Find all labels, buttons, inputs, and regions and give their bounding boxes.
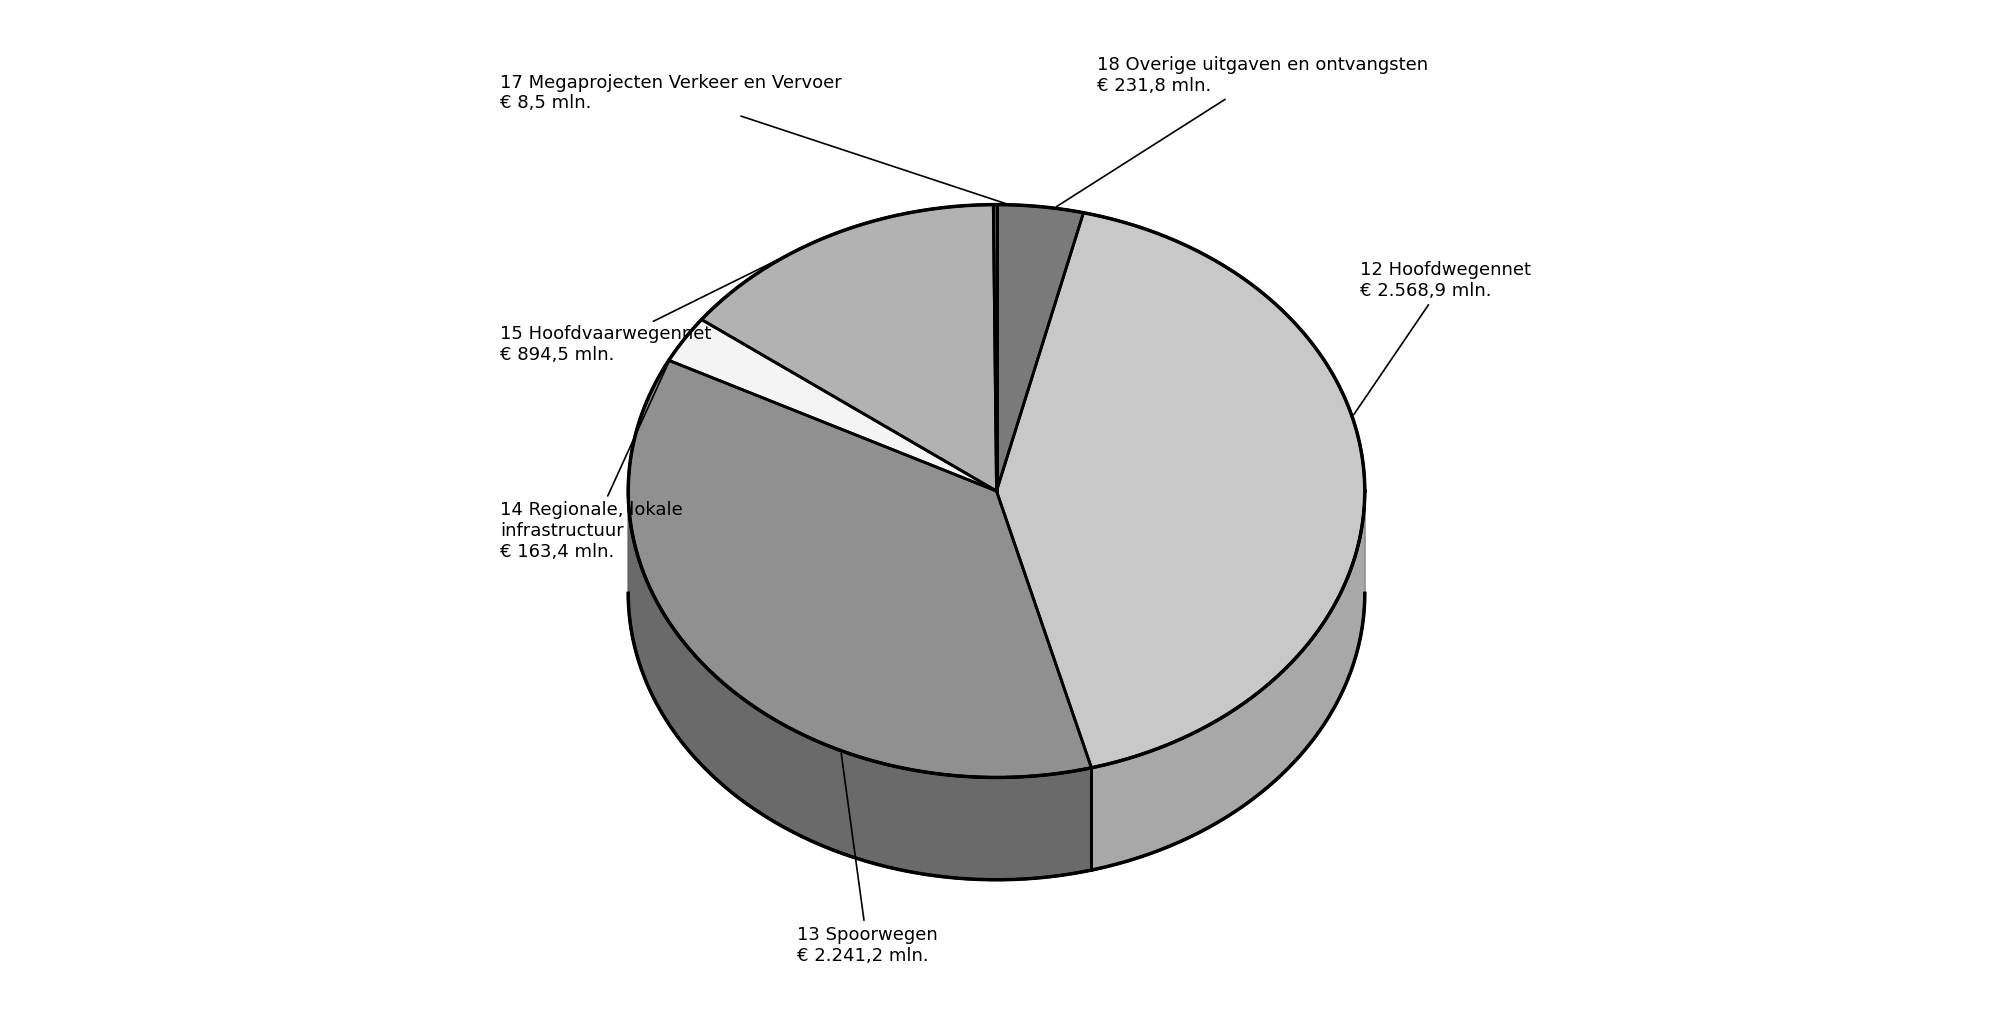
Polygon shape (628, 360, 1092, 777)
Polygon shape (628, 491, 1092, 880)
Text: 17 Megaprojecten Verkeer en Vervoer
€ 8,5 mln.: 17 Megaprojecten Verkeer en Vervoer € 8,… (500, 74, 1006, 204)
Text: 15 Hoofdvaarwegennet
€ 894,5 mln.: 15 Hoofdvaarwegennet € 894,5 mln. (500, 252, 793, 364)
Polygon shape (993, 205, 996, 491)
Text: 18 Overige uitgaven en ontvangsten
€ 231,8 mln.: 18 Overige uitgaven en ontvangsten € 231… (1056, 56, 1427, 207)
Polygon shape (702, 205, 996, 491)
Polygon shape (996, 213, 1365, 768)
Text: 12 Hoofdwegennet
€ 2.568,9 mln.: 12 Hoofdwegennet € 2.568,9 mln. (1353, 261, 1531, 414)
Polygon shape (1092, 491, 1365, 871)
Polygon shape (996, 205, 1084, 491)
Text: 13 Spoorwegen
€ 2.241,2 mln.: 13 Spoorwegen € 2.241,2 mln. (797, 753, 939, 965)
Polygon shape (670, 319, 996, 491)
Polygon shape (628, 491, 1365, 880)
Text: 14 Regionale, lokale
infrastructuur
€ 163,4 mln.: 14 Regionale, lokale infrastructuur € 16… (500, 359, 684, 561)
